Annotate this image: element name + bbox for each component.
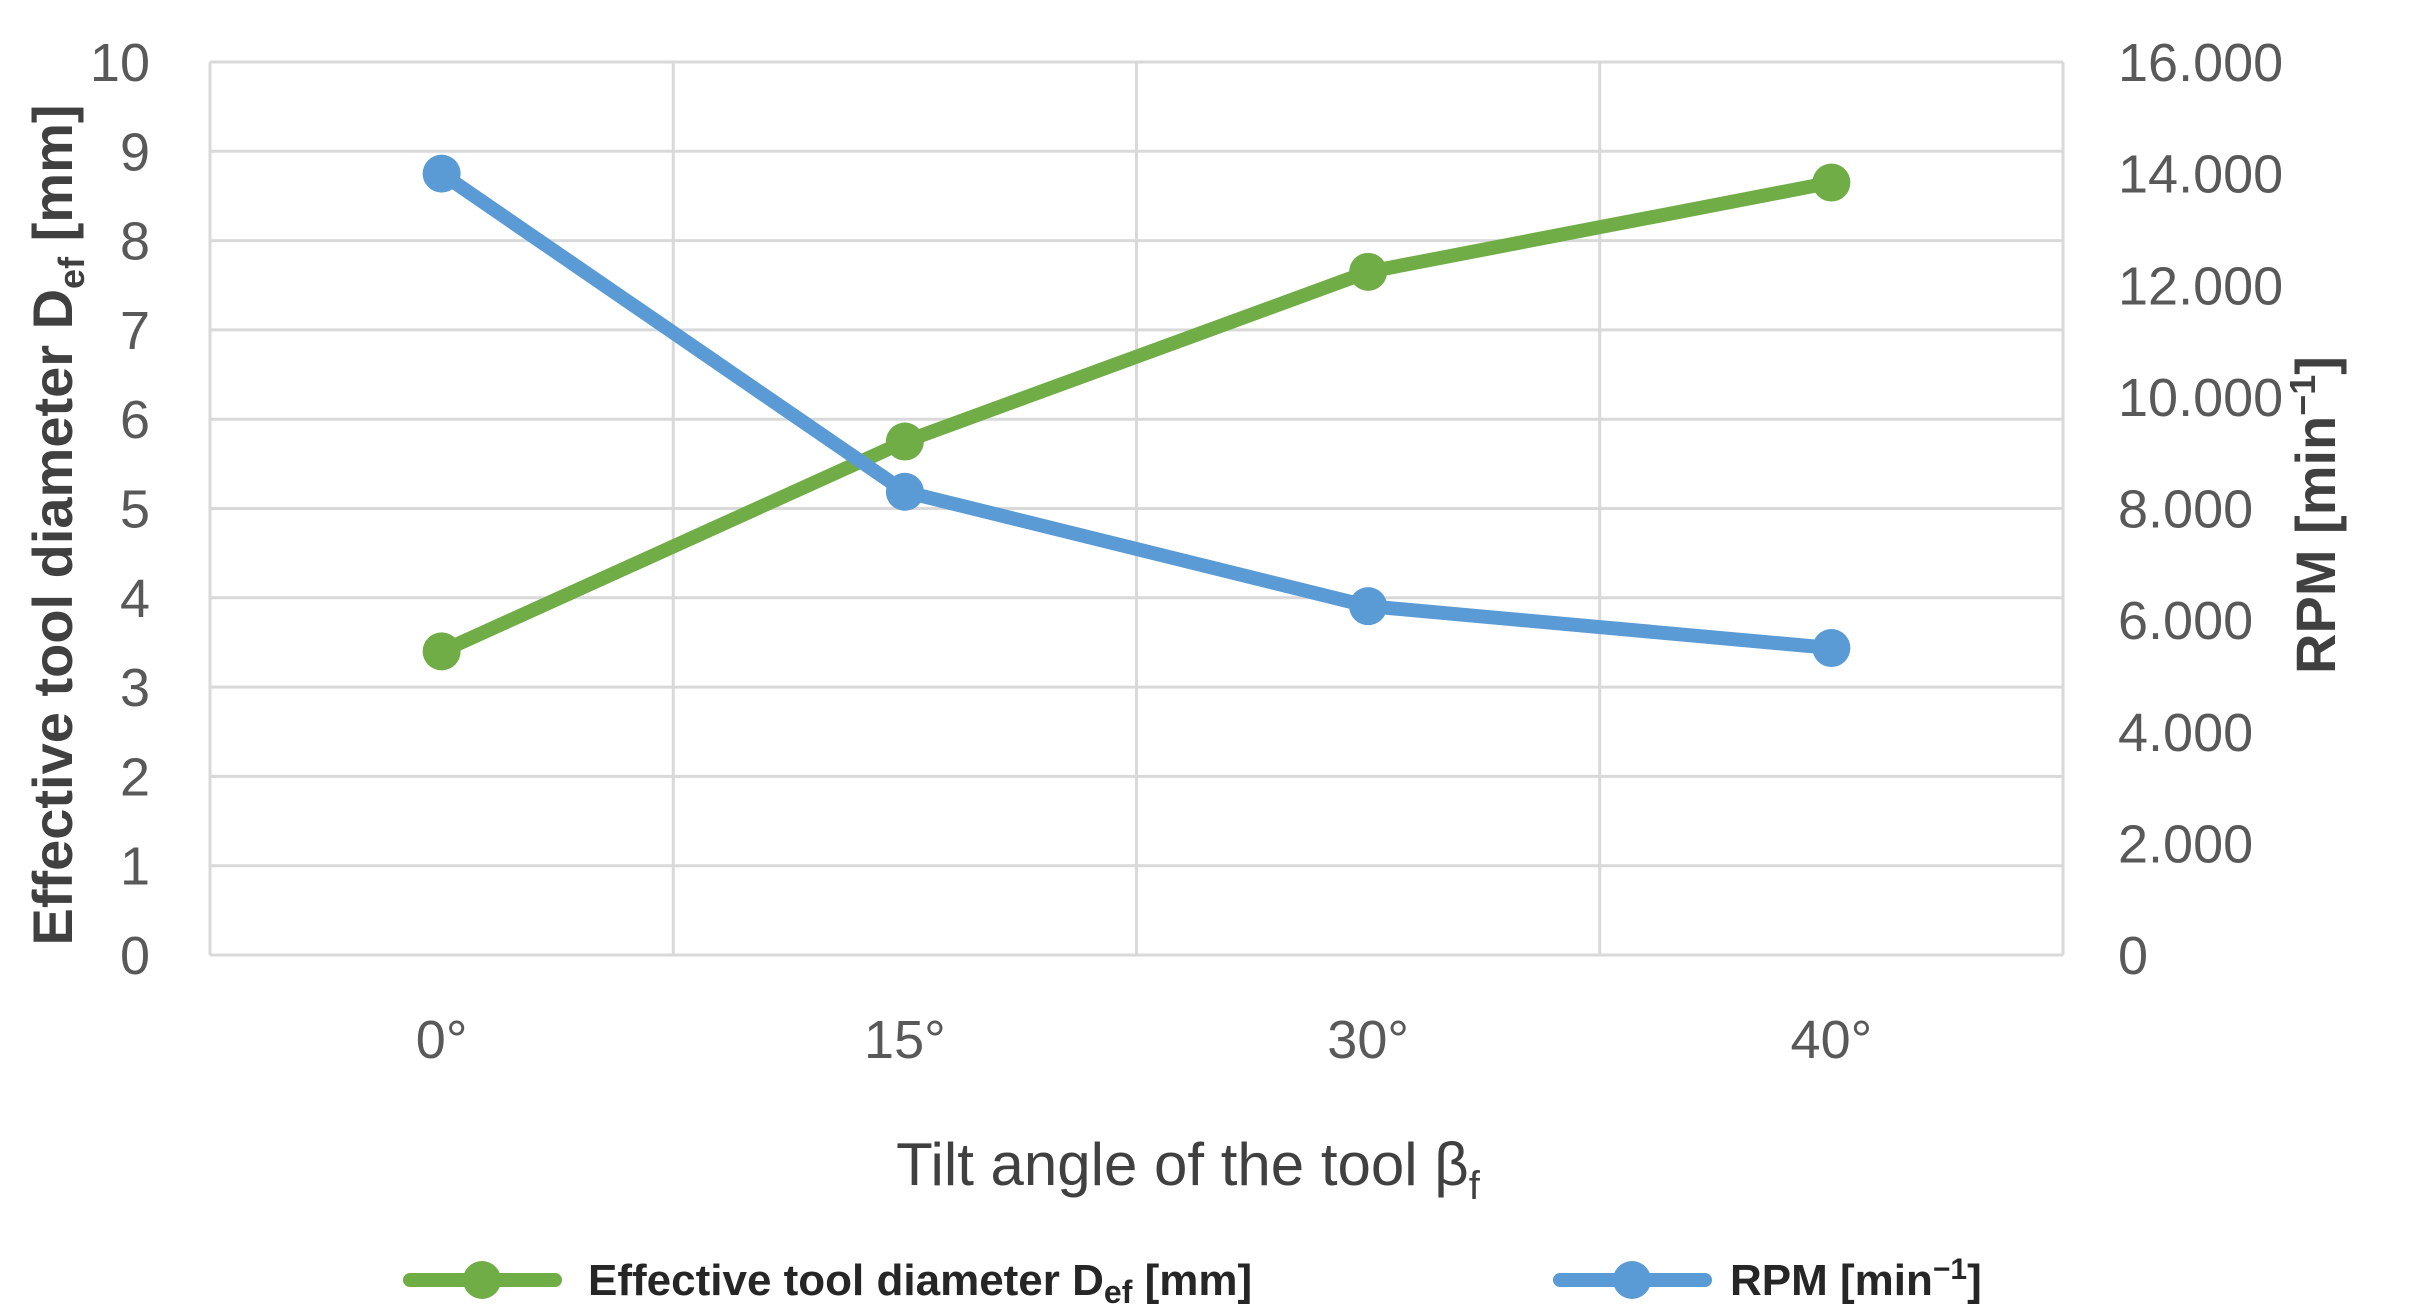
left-y-tick-label: 2: [120, 747, 150, 807]
data-point-rpm: [885, 472, 924, 511]
right-y-tick-label: 6.000: [2118, 591, 2253, 651]
x-tick-label: 0°: [416, 1010, 468, 1070]
left-y-tick-label: 6: [120, 390, 150, 450]
data-point-rpm: [1812, 629, 1851, 668]
right-y-tick-label: 2.000: [2118, 814, 2253, 874]
right-y-tick-label: 0: [2118, 926, 2148, 986]
legend-label-effective-diameter: Effective tool diameter Def [mm]: [588, 1256, 1252, 1310]
data-point-effective-diameter: [1812, 163, 1851, 202]
legend-marker-rpm: [1613, 1261, 1651, 1299]
left-y-tick-label: 8: [120, 212, 150, 272]
x-tick-label: 40°: [1791, 1010, 1873, 1070]
data-point-effective-diameter: [422, 632, 461, 671]
left-y-axis-ticks: 0 1 2 3 4 5 6 7 8 9 10: [90, 33, 150, 986]
left-axis-title: Effective tool diameter Def [mm]: [21, 104, 92, 945]
right-y-tick-label: 4.000: [2118, 703, 2253, 763]
data-point-effective-diameter: [1349, 252, 1388, 291]
series-rpm: [422, 154, 1851, 668]
left-y-tick-label: 7: [120, 301, 150, 361]
x-tick-label: 15°: [864, 1010, 946, 1070]
legend-label-rpm: RPM [min−1]: [1730, 1253, 1982, 1305]
data-point-effective-diameter: [885, 422, 924, 461]
right-y-tick-label: 8.000: [2118, 480, 2253, 540]
right-y-tick-label: 12.000: [2118, 256, 2283, 316]
legend: Effective tool diameter Def [mm] RPM [mi…: [403, 1253, 1982, 1310]
series-effective-diameter: [422, 163, 1851, 671]
x-tick-label: 30°: [1327, 1010, 1409, 1070]
legend-item-effective-diameter: Effective tool diameter Def [mm]: [403, 1256, 1252, 1310]
right-y-axis-ticks: 0 2.000 4.000 6.000 8.000 10.000 12.000 14.000 1…: [2118, 33, 2283, 986]
series-layer: [422, 154, 1851, 671]
legend-marker-effective-diameter: [463, 1261, 501, 1299]
right-y-tick-label: 16.000: [2118, 33, 2283, 93]
series-line-effective-diameter: [434, 175, 1839, 659]
right-y-tick-label: 10.000: [2118, 368, 2283, 428]
left-y-tick-label: 1: [120, 837, 150, 897]
x-axis-title: Tilt angle of the tool βf: [896, 1131, 1481, 1208]
left-y-tick-label: 9: [120, 122, 150, 182]
series-line-rpm: [434, 166, 1839, 656]
right-y-tick-label: 14.000: [2118, 145, 2283, 205]
x-axis-ticks: 0° 15° 30° 40°: [416, 1010, 1872, 1070]
data-point-rpm: [422, 154, 461, 193]
left-y-tick-label: 10: [90, 33, 150, 93]
gridlines: [208, 60, 2065, 957]
legend-item-rpm: RPM [min−1]: [1553, 1253, 1982, 1305]
left-y-tick-label: 0: [120, 926, 150, 986]
right-axis-title: RPM [min−1]: [2282, 356, 2347, 674]
left-y-tick-label: 5: [120, 480, 150, 540]
data-point-rpm: [1349, 587, 1388, 626]
left-y-tick-label: 3: [120, 658, 150, 718]
left-y-tick-label: 4: [120, 569, 150, 629]
